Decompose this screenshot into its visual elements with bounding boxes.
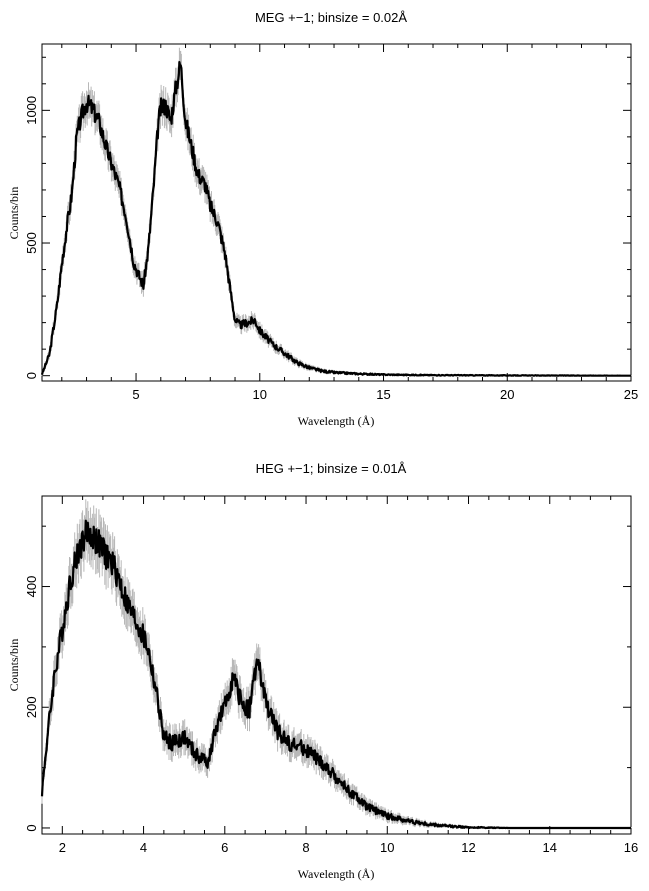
heg-spectrum-line	[40, 519, 632, 830]
meg-y-axis-label: Counts/bin	[7, 187, 21, 240]
heg-x-tick-label: 10	[380, 840, 394, 855]
meg-plot-frame	[41, 43, 632, 382]
meg-y-tick-label: 500	[24, 232, 39, 254]
heg-x-tick-labels: 2 4 6 8 10 12 14 16	[59, 840, 639, 855]
meg-ticks	[42, 44, 632, 381]
heg-y-tick-label: 400	[24, 576, 39, 598]
heg-x-tick-label: 6	[221, 840, 228, 855]
meg-y-tick-label: 1000	[24, 96, 39, 125]
meg-x-axis-label: Wavelength (Å)	[298, 414, 375, 428]
heg-panel: HEG +−1; binsize = 0.01Å 2 4 6 8 10 12 14 16 0 2…	[7, 461, 638, 881]
heg-plot-frame	[41, 495, 632, 835]
heg-y-tick-labels: 0 200 400	[24, 576, 39, 832]
meg-y-tick-label: 0	[24, 372, 39, 379]
heg-x-axis-label: Wavelength (Å)	[298, 867, 375, 881]
heg-title: HEG +−1; binsize = 0.01Å	[256, 461, 407, 476]
meg-title: MEG +−1; binsize = 0.02Å	[255, 10, 407, 25]
meg-x-tick-label: 5	[132, 387, 139, 402]
meg-panel: MEG +−1; binsize = 0.02Å 5 10 15 20 25 0 500 1…	[7, 10, 638, 428]
meg-x-tick-label: 10	[253, 387, 267, 402]
meg-spectrum-line	[40, 61, 632, 377]
heg-x-tick-label: 4	[140, 840, 147, 855]
heg-x-tick-label: 16	[624, 840, 638, 855]
meg-x-tick-label: 25	[624, 387, 638, 402]
meg-error-band	[41, 47, 632, 376]
meg-y-tick-labels: 0 500 1000	[24, 96, 39, 379]
meg-x-tick-labels: 5 10 15 20 25	[132, 387, 638, 402]
meg-x-tick-label: 15	[376, 387, 390, 402]
heg-x-tick-label: 14	[543, 840, 557, 855]
heg-y-tick-label: 0	[24, 824, 39, 831]
heg-y-tick-label: 200	[24, 696, 39, 718]
heg-x-tick-label: 12	[461, 840, 475, 855]
heg-x-tick-label: 2	[59, 840, 66, 855]
meg-x-tick-label: 20	[500, 387, 514, 402]
heg-x-tick-label: 8	[302, 840, 309, 855]
heg-y-axis-label: Counts/bin	[7, 639, 21, 692]
